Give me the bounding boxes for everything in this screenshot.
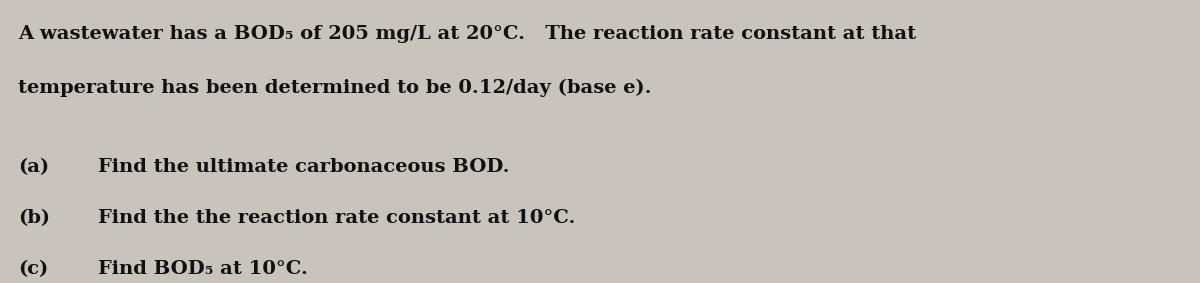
Text: Find the the reaction rate constant at 10°C.: Find the the reaction rate constant at 1…	[98, 209, 576, 228]
Text: A wastewater has a BOD₅ of 205 mg/L at 20°C.   The reaction rate constant at tha: A wastewater has a BOD₅ of 205 mg/L at 2…	[18, 25, 916, 44]
Text: Find BOD₅ at 10°C.: Find BOD₅ at 10°C.	[98, 260, 308, 278]
Text: Find the ultimate carbonaceous BOD.: Find the ultimate carbonaceous BOD.	[98, 158, 510, 177]
Text: temperature has been determined to be 0.12/day (base e).: temperature has been determined to be 0.…	[18, 79, 652, 97]
Text: (b): (b)	[18, 209, 50, 228]
Text: (a): (a)	[18, 158, 49, 177]
Text: (c): (c)	[18, 260, 48, 278]
